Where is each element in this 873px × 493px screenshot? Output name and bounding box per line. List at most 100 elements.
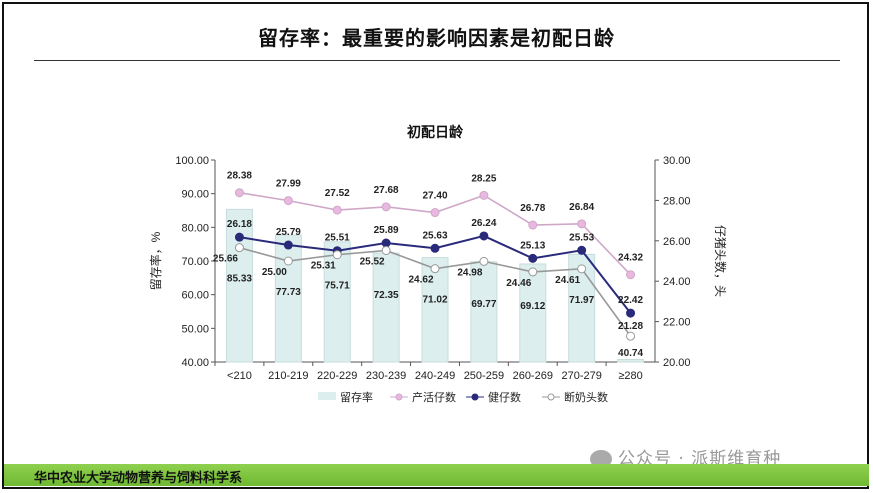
- bar-retention: [274, 234, 302, 363]
- left-tick-label: 90.00: [181, 189, 209, 201]
- right-tick-label: 30.00: [663, 155, 691, 167]
- x-tick-label: <210: [227, 370, 252, 382]
- bar-data-label: 69.77: [471, 299, 496, 310]
- right-tick-label: 24.00: [663, 276, 691, 288]
- line-point: [528, 267, 538, 277]
- x-tick-label: 270-279: [561, 370, 601, 382]
- footer-text: 华中农业大学动物营养与饲料科学系: [34, 471, 243, 486]
- line-point: [430, 264, 440, 274]
- line-point: [234, 232, 244, 242]
- line-point: [283, 240, 293, 250]
- legend-marker: [471, 393, 479, 401]
- line-point: [626, 331, 636, 341]
- line-point: [528, 253, 538, 263]
- left-tick-label: 70.00: [181, 256, 209, 268]
- line-point: [479, 256, 489, 266]
- right-tick-label: 28.00: [663, 195, 691, 207]
- right-tick-label: 26.00: [663, 236, 691, 248]
- legend-label: 产活仔数: [412, 390, 456, 404]
- line-point: [479, 190, 489, 200]
- line-point: [332, 250, 342, 260]
- line-point: [528, 220, 538, 230]
- line-point: [381, 238, 391, 248]
- left-tick-label: 60.00: [181, 290, 209, 302]
- line-data-label: 25.53: [569, 232, 594, 243]
- bar-retention: [421, 257, 449, 363]
- line-data-label: 27.68: [374, 185, 399, 196]
- line-data-label: 24.32: [618, 253, 643, 264]
- line-data-label: 25.89: [374, 225, 399, 236]
- wechat-icon: [590, 450, 612, 468]
- x-tick-label: 260-269: [513, 370, 553, 382]
- slide-title: 留存率：最重要的影响因素是初配日龄: [258, 26, 615, 50]
- bar-retention: [519, 263, 547, 363]
- line-point: [381, 245, 391, 255]
- line-data-label: 26.78: [520, 203, 545, 214]
- bar-data-label: 71.02: [422, 295, 447, 306]
- line-data-label: 28.38: [227, 171, 252, 182]
- line-data-label: 21.28: [618, 321, 643, 332]
- line-data-label: 24.98: [457, 267, 482, 278]
- line-point: [234, 243, 244, 253]
- line-point: [577, 245, 587, 255]
- line-point: [626, 308, 636, 318]
- left-tick-label: 80.00: [181, 222, 209, 234]
- line-point: [283, 256, 293, 266]
- line-point: [332, 205, 342, 215]
- legend-label: 健仔数: [488, 391, 521, 404]
- footer-bar: 华中农业大学动物营养与饲料科学系: [4, 464, 869, 486]
- line-data-label: 25.31: [311, 261, 336, 272]
- line-data-label: 27.40: [422, 191, 447, 202]
- x-tick-label: ≥280: [618, 370, 642, 382]
- right-axis-label: 仔猪头数，头: [713, 225, 728, 297]
- line-data-label: 24.46: [506, 278, 531, 289]
- line-data-label: 24.62: [408, 275, 433, 286]
- line-data-label: 25.66: [213, 254, 238, 265]
- chart-title: 初配日龄: [407, 124, 464, 140]
- line-data-label: 27.99: [276, 179, 301, 190]
- x-tick-label: 210-219: [268, 370, 308, 382]
- line-data-label: 22.42: [618, 295, 643, 306]
- x-tick-label: 220-229: [317, 370, 357, 382]
- line-data-label: 25.00: [262, 267, 287, 278]
- line-data-label: 24.61: [555, 275, 580, 286]
- line-data-label: 26.24: [471, 218, 496, 229]
- line-point: [577, 264, 587, 274]
- line-data-label: 25.79: [276, 227, 301, 238]
- title-divider: [34, 60, 840, 61]
- line-point: [479, 231, 489, 241]
- line-data-label: 25.13: [520, 240, 545, 251]
- bar-retention: [323, 241, 351, 363]
- line-data-label: 25.51: [325, 233, 350, 244]
- left-tick-label: 50.00: [181, 323, 209, 335]
- line-data-label: 25.52: [360, 256, 385, 267]
- line-data-label: 25.63: [422, 230, 447, 241]
- line-data-label: 28.25: [471, 173, 496, 184]
- legend-label: 断奶头数: [564, 390, 608, 404]
- line-data-label: 26.18: [227, 219, 252, 230]
- bar-data-label: 40.74: [618, 348, 643, 359]
- line-data-label: 26.84: [569, 202, 594, 213]
- bar-retention: [372, 252, 400, 363]
- line-point: [430, 208, 440, 218]
- line-point: [577, 219, 587, 229]
- bar-data-label: 72.35: [374, 290, 399, 301]
- bar-data-label: 85.33: [227, 274, 252, 285]
- legend-marker: [395, 393, 403, 401]
- line-point: [283, 196, 293, 206]
- bar-data-label: 71.97: [569, 295, 594, 306]
- x-tick-label: 250-259: [464, 370, 504, 382]
- right-tick-label: 22.00: [663, 317, 691, 329]
- line-data-label: 27.52: [325, 188, 350, 199]
- line-point: [430, 243, 440, 253]
- left-axis-label: 留存率，%: [148, 231, 163, 290]
- legend-marker: [547, 393, 555, 401]
- right-tick-label: 20.00: [663, 357, 691, 369]
- bar-data-label: 75.71: [325, 281, 350, 292]
- bar-retention: [617, 359, 645, 363]
- left-tick-label: 100.00: [175, 155, 209, 167]
- bar-data-label: 69.12: [520, 301, 545, 312]
- bar-retention: [225, 208, 253, 363]
